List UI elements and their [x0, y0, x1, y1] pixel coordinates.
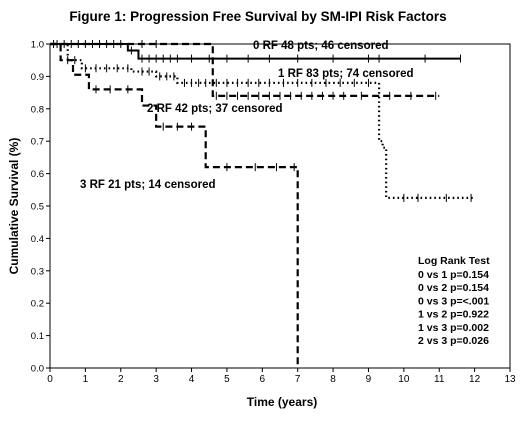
- x-tick-label: 11: [434, 374, 445, 385]
- x-tick-label: 3: [153, 374, 159, 385]
- series-label-0rf: 0 RF 48 pts; 46 censored: [253, 40, 389, 52]
- log-rank-title: Log Rank Test: [418, 255, 490, 267]
- series-label-1rf: 1 RF 83 pts; 74 censored: [278, 68, 414, 80]
- x-tick-label: 10: [398, 374, 410, 385]
- curves: [50, 40, 475, 368]
- x-axis-label: Time (years): [247, 395, 317, 409]
- series-line-2rf: [50, 42, 440, 97]
- x-tick-label: 9: [366, 374, 372, 385]
- y-tick-label: 0.6: [31, 169, 44, 180]
- y-tick-label: 0.1: [31, 331, 44, 342]
- y-tick-label: 0.4: [31, 234, 44, 245]
- x-tick-label: 12: [469, 374, 481, 385]
- log-rank-line: 2 vs 3 p=0.026: [418, 335, 489, 347]
- chart-title: Figure 1: Progression Free Survival by S…: [69, 9, 446, 24]
- x-tick-label: 7: [295, 374, 301, 385]
- x-tick-label: 5: [224, 374, 230, 385]
- series-line-3rf: [50, 42, 299, 368]
- y-tick-label: 0.5: [31, 202, 44, 213]
- x-tick-label: 6: [260, 374, 266, 385]
- log-rank-line: 1 vs 2 p=0.922: [418, 309, 489, 321]
- x-tick-label: 1: [83, 374, 89, 385]
- log-rank-line: 0 vs 3 p=<.001: [418, 295, 489, 307]
- y-axis-label: Cumulative Survival (%): [7, 138, 21, 275]
- log-rank-line: 0 vs 2 p=0.154: [418, 282, 489, 294]
- x-tick-label: 4: [189, 374, 195, 385]
- y-tick-label: 0.9: [31, 72, 44, 83]
- y-tick-label: 1.0: [31, 40, 44, 51]
- series-label-3rf: 3 RF 21 pts; 14 censored: [80, 179, 216, 191]
- x-tick-label: 0: [47, 374, 53, 385]
- axes: 0 1 2 3 4 5 6 7 8 9 10 11 12 130.00.10.20.30.40.50.60…: [31, 40, 516, 386]
- y-tick-label: 0.0: [31, 364, 44, 375]
- x-tick-label: 2: [118, 374, 124, 385]
- y-tick-label: 0.2: [31, 299, 44, 310]
- series-line-0rf: [50, 43, 461, 60]
- y-tick-label: 0.7: [31, 137, 44, 148]
- x-tick-label: 13: [504, 374, 516, 385]
- log-rank-line: 1 vs 3 p=0.002: [418, 322, 489, 334]
- log-rank-line: 0 vs 1 p=0.154: [418, 269, 489, 281]
- y-tick-label: 0.3: [31, 266, 44, 277]
- series-labels: 0 RF 48 pts; 46 censored 1 RF 83 pts; 74 …: [80, 40, 414, 191]
- y-tick-label: 0.8: [31, 104, 44, 115]
- x-tick-label: 8: [330, 374, 336, 385]
- series-label-2rf: 2 RF 42 pts; 37 censored: [147, 103, 283, 115]
